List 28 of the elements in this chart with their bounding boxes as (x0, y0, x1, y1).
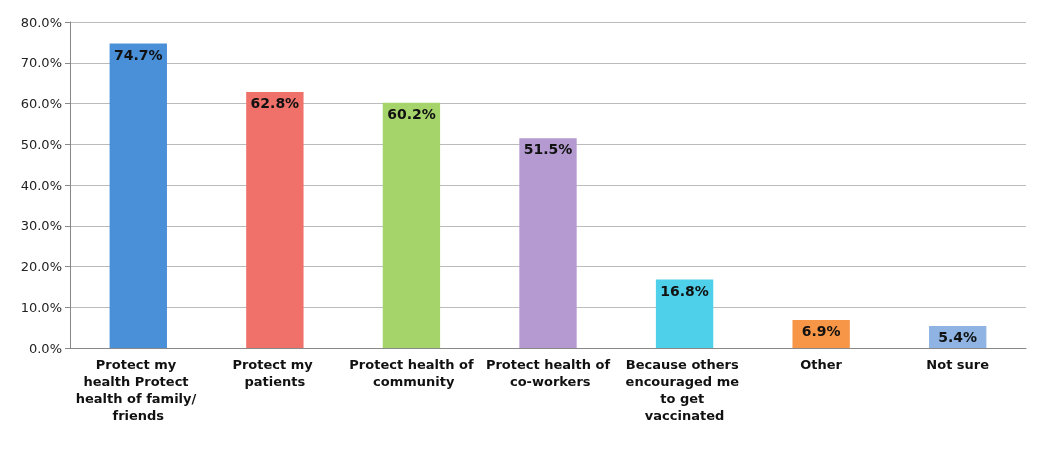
x-tick-label: Not sure (926, 357, 990, 372)
y-tick-label: 60.0% (20, 96, 62, 111)
x-tick-label: Other (800, 357, 843, 372)
y-tick-label: 70.0% (20, 55, 62, 71)
bar (655, 279, 714, 348)
y-tick-label: 10.0% (20, 299, 62, 315)
data-label: 60.2% (387, 105, 436, 122)
bar (519, 138, 577, 348)
data-label: 74.7% (114, 46, 163, 63)
y-tick-label: 80.0% (20, 14, 62, 30)
x-tick-label: Protect health of co-workers (485, 357, 611, 389)
y-tick-label: 40.0% (20, 177, 62, 193)
x-tick-label: Protect my health Protect health of family/ friends (75, 357, 201, 423)
data-label: 5.4% (938, 328, 978, 345)
x-tick-label: Protect my patients (232, 357, 318, 389)
y-tick-label: 30.0% (20, 218, 62, 234)
y-tick-label: 0.0% (28, 340, 62, 356)
bar (246, 92, 304, 348)
data-label: 51.5% (523, 141, 573, 158)
bar (382, 102, 441, 348)
bar (109, 43, 167, 348)
x-tick-label: Because others encouraged me to get vaccinated (625, 357, 744, 423)
data-label: 6.9% (801, 322, 841, 339)
data-label: 62.8% (250, 95, 300, 112)
data-label: 16.8% (660, 282, 709, 299)
x-tick-label: Protect health of community (349, 357, 474, 389)
y-tick-label: 20.0% (20, 259, 62, 274)
y-tick-label: 50.0% (20, 136, 62, 152)
